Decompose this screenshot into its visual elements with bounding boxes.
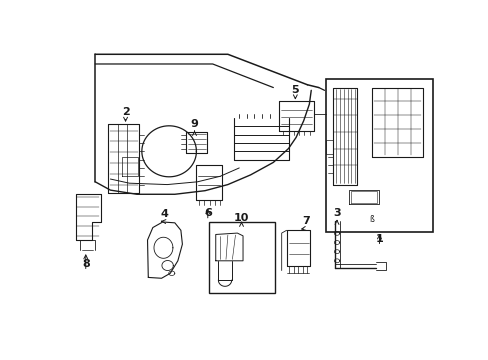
Text: ß: ß: [369, 215, 373, 224]
Bar: [326, 79, 432, 232]
Text: 4: 4: [160, 209, 168, 219]
Text: 2: 2: [122, 107, 129, 117]
Text: 8: 8: [81, 258, 89, 269]
Text: 5: 5: [291, 85, 299, 95]
Text: 7: 7: [302, 216, 309, 226]
Text: 3: 3: [332, 208, 340, 218]
Text: 6: 6: [203, 208, 211, 218]
Text: 1: 1: [375, 234, 383, 244]
Text: 9: 9: [190, 118, 198, 129]
Bar: [208, 222, 275, 293]
Text: 10: 10: [233, 213, 249, 223]
